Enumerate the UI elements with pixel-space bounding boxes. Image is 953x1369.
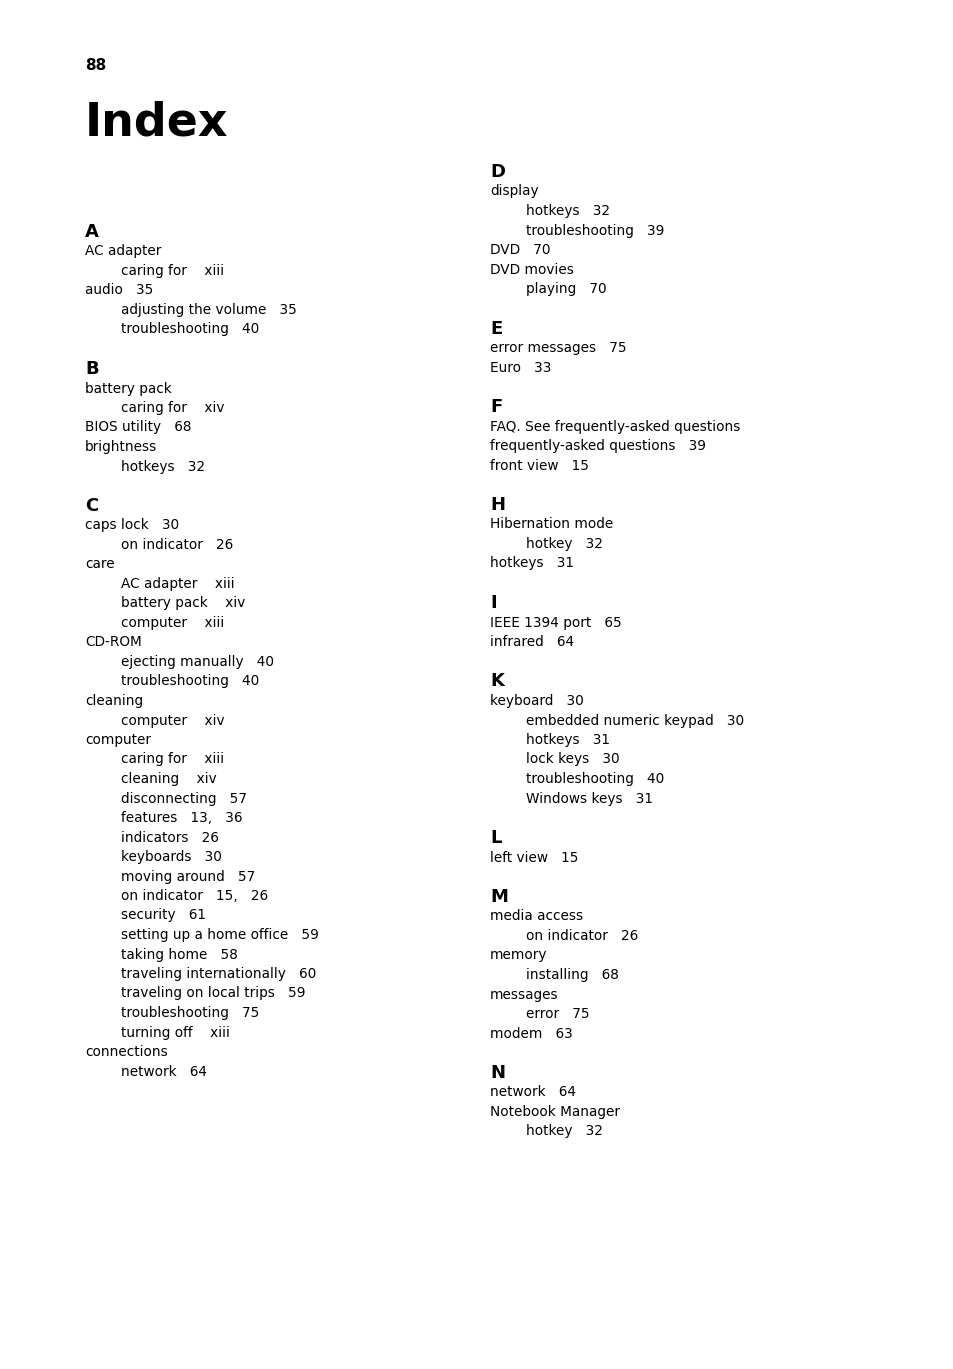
Text: ejecting manually   40: ejecting manually 40 bbox=[121, 654, 274, 669]
Text: cleaning    xiv: cleaning xiv bbox=[121, 772, 216, 786]
Text: network   64: network 64 bbox=[121, 1065, 207, 1079]
Text: brightness: brightness bbox=[85, 439, 157, 455]
Text: network   64: network 64 bbox=[490, 1086, 576, 1099]
Text: N: N bbox=[490, 1064, 504, 1082]
Text: Hibernation mode: Hibernation mode bbox=[490, 517, 613, 531]
Text: B: B bbox=[85, 360, 98, 378]
Text: left view   15: left view 15 bbox=[490, 850, 578, 864]
Text: computer    xiv: computer xiv bbox=[121, 713, 224, 727]
Text: caring for    xiii: caring for xiii bbox=[121, 753, 224, 767]
Text: messages: messages bbox=[490, 987, 558, 1002]
Text: keyboard   30: keyboard 30 bbox=[490, 694, 583, 708]
Text: modem   63: modem 63 bbox=[490, 1027, 572, 1040]
Text: keyboards   30: keyboards 30 bbox=[121, 850, 222, 864]
Text: taking home   58: taking home 58 bbox=[121, 947, 237, 961]
Text: Euro   33: Euro 33 bbox=[490, 360, 551, 375]
Text: F: F bbox=[490, 398, 501, 416]
Text: troubleshooting   40: troubleshooting 40 bbox=[121, 323, 259, 337]
Text: hotkeys   31: hotkeys 31 bbox=[525, 732, 609, 747]
Text: computer    xiii: computer xiii bbox=[121, 616, 224, 630]
Text: lock keys   30: lock keys 30 bbox=[525, 753, 619, 767]
Text: display: display bbox=[490, 185, 538, 199]
Text: on indicator   15,   26: on indicator 15, 26 bbox=[121, 888, 268, 904]
Text: Windows keys   31: Windows keys 31 bbox=[525, 791, 652, 805]
Text: memory: memory bbox=[490, 949, 547, 962]
Text: connections: connections bbox=[85, 1045, 168, 1060]
Text: moving around   57: moving around 57 bbox=[121, 869, 255, 883]
Text: embedded numeric keypad   30: embedded numeric keypad 30 bbox=[525, 713, 743, 727]
Text: I: I bbox=[490, 594, 497, 612]
Text: features   13,   36: features 13, 36 bbox=[121, 810, 242, 826]
Text: IEEE 1394 port   65: IEEE 1394 port 65 bbox=[490, 616, 621, 630]
Text: troubleshooting   40: troubleshooting 40 bbox=[525, 772, 663, 786]
Text: 88: 88 bbox=[85, 57, 106, 73]
Text: M: M bbox=[490, 888, 507, 906]
Text: H: H bbox=[490, 496, 504, 513]
Text: BIOS utility   68: BIOS utility 68 bbox=[85, 420, 192, 434]
Text: hotkeys   32: hotkeys 32 bbox=[525, 204, 609, 218]
Text: frequently-asked questions   39: frequently-asked questions 39 bbox=[490, 439, 705, 453]
Text: traveling on local trips   59: traveling on local trips 59 bbox=[121, 987, 305, 1001]
Text: on indicator   26: on indicator 26 bbox=[525, 930, 638, 943]
Text: indicators   26: indicators 26 bbox=[121, 831, 218, 845]
Text: FAQ. See frequently-asked questions: FAQ. See frequently-asked questions bbox=[490, 419, 740, 434]
Text: CD-ROM: CD-ROM bbox=[85, 635, 142, 649]
Text: cleaning: cleaning bbox=[85, 694, 143, 708]
Text: disconnecting   57: disconnecting 57 bbox=[121, 791, 247, 805]
Text: playing   70: playing 70 bbox=[525, 282, 606, 296]
Text: security   61: security 61 bbox=[121, 909, 206, 923]
Text: care: care bbox=[85, 557, 114, 571]
Text: media access: media access bbox=[490, 909, 582, 924]
Text: English: English bbox=[15, 170, 25, 215]
Text: traveling internationally   60: traveling internationally 60 bbox=[121, 967, 315, 982]
Text: hotkey   32: hotkey 32 bbox=[525, 537, 602, 550]
Text: DVD movies: DVD movies bbox=[490, 263, 574, 277]
Text: infrared   64: infrared 64 bbox=[490, 635, 574, 649]
Text: E: E bbox=[490, 319, 501, 338]
Text: caring for    xiii: caring for xiii bbox=[121, 264, 224, 278]
Text: hotkeys   32: hotkeys 32 bbox=[121, 460, 205, 474]
Text: battery pack    xiv: battery pack xiv bbox=[121, 597, 245, 611]
Text: error   75: error 75 bbox=[525, 1008, 589, 1021]
Text: D: D bbox=[490, 163, 504, 181]
Text: C: C bbox=[85, 497, 98, 515]
Text: caps lock   30: caps lock 30 bbox=[85, 519, 179, 533]
Text: K: K bbox=[490, 672, 503, 690]
Text: computer: computer bbox=[85, 732, 151, 747]
Text: front view   15: front view 15 bbox=[490, 459, 588, 472]
Text: L: L bbox=[490, 830, 501, 847]
Text: turning off    xiii: turning off xiii bbox=[121, 1025, 230, 1039]
Text: Notebook Manager: Notebook Manager bbox=[490, 1105, 619, 1118]
Text: battery pack: battery pack bbox=[85, 382, 172, 396]
Text: audio   35: audio 35 bbox=[85, 283, 153, 297]
Text: Index: Index bbox=[85, 100, 229, 145]
Text: AC adapter    xiii: AC adapter xiii bbox=[121, 576, 234, 591]
Text: troubleshooting   75: troubleshooting 75 bbox=[121, 1006, 259, 1020]
Text: on indicator   26: on indicator 26 bbox=[121, 538, 233, 552]
Text: troubleshooting   39: troubleshooting 39 bbox=[525, 223, 663, 237]
Text: caring for    xiv: caring for xiv bbox=[121, 401, 224, 415]
Text: error messages   75: error messages 75 bbox=[490, 341, 626, 355]
Text: installing   68: installing 68 bbox=[525, 968, 618, 982]
Text: DVD   70: DVD 70 bbox=[490, 244, 550, 257]
Text: setting up a home office   59: setting up a home office 59 bbox=[121, 928, 318, 942]
Text: AC adapter: AC adapter bbox=[85, 245, 161, 259]
Text: hotkeys   31: hotkeys 31 bbox=[490, 557, 574, 571]
Text: troubleshooting   40: troubleshooting 40 bbox=[121, 675, 259, 689]
Text: adjusting the volume   35: adjusting the volume 35 bbox=[121, 303, 296, 318]
Text: hotkey   32: hotkey 32 bbox=[525, 1124, 602, 1139]
Text: A: A bbox=[85, 223, 99, 241]
